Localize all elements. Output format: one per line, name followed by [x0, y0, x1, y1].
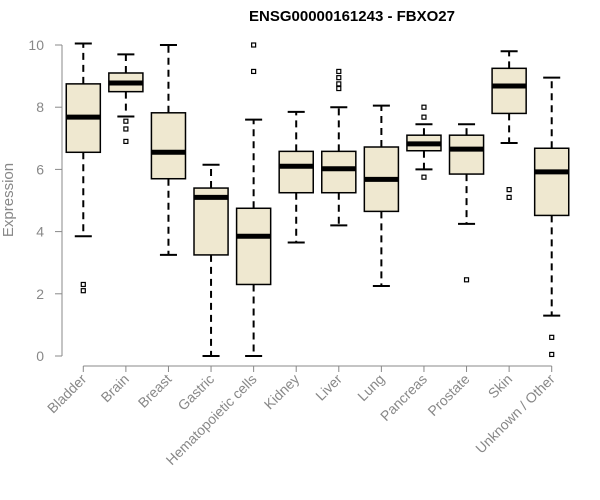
outlier-point — [336, 85, 342, 92]
outlier-point — [421, 104, 427, 110]
y-tick-label: 0 — [36, 348, 44, 364]
box-pancreas — [406, 104, 442, 180]
box-breast — [150, 44, 187, 256]
outlier-point — [123, 138, 129, 145]
y-tick-label: 4 — [36, 224, 44, 240]
outlier-point — [506, 194, 512, 200]
box-prostate — [448, 123, 485, 283]
x-tick-label: Kidney — [261, 371, 303, 413]
outlier-point — [506, 187, 512, 193]
box-liver — [321, 68, 357, 227]
x-tick-label: Bladder — [44, 371, 90, 417]
box-iqr — [235, 207, 272, 286]
y-tick-label: 8 — [36, 99, 44, 115]
outlier-point — [336, 81, 342, 87]
box-bladder — [65, 42, 102, 294]
outlier-point — [251, 68, 257, 75]
y-tick-label: 10 — [28, 37, 44, 53]
x-tick-label: Pancreas — [377, 371, 430, 424]
x-tick-label: Unknown / Other — [472, 371, 558, 457]
boxes-layer — [65, 42, 570, 358]
x-tick-label: Breast — [135, 371, 175, 411]
x-tick-label: Lung — [354, 371, 387, 404]
outlier-point — [421, 114, 427, 120]
box-iqr — [491, 67, 527, 115]
outlier-point — [80, 288, 86, 294]
x-tick-label: Skin — [485, 371, 516, 402]
box-hematopoietic-cells — [235, 42, 272, 357]
outlier-point — [251, 42, 257, 48]
outlier-point — [80, 281, 86, 288]
x-tick-label: Liver — [312, 371, 345, 404]
y-tick-label: 2 — [36, 286, 44, 302]
x-tick-label: Prostate — [424, 371, 472, 419]
outlier-point — [421, 174, 427, 180]
outlier-point — [463, 277, 470, 283]
box-gastric — [193, 163, 229, 357]
box-iqr — [278, 150, 314, 194]
box-skin — [491, 50, 527, 200]
outlier-point — [336, 68, 342, 75]
outlier-point — [549, 334, 555, 340]
box-iqr — [448, 134, 485, 175]
x-tick-label: Gastric — [174, 371, 217, 414]
outlier-point — [549, 351, 555, 358]
outlier-point — [336, 75, 342, 81]
box-iqr — [321, 150, 357, 194]
box-kidney — [278, 110, 314, 244]
y-axis: 0 2 4 6 8 10 — [28, 37, 63, 364]
outlier-point — [123, 118, 129, 124]
x-tick-label: Brain — [98, 371, 132, 405]
y-axis-label: Expression — [0, 163, 17, 237]
outlier-point — [123, 126, 129, 132]
box-brain — [108, 53, 144, 145]
box-iqr — [150, 112, 187, 180]
box-unknown-other — [533, 76, 570, 358]
y-tick-label: 6 — [36, 161, 44, 177]
box-iqr — [533, 147, 570, 217]
chart-title: ENSG00000161243 - FBXO27 — [249, 8, 455, 25]
box-lung — [363, 104, 400, 288]
